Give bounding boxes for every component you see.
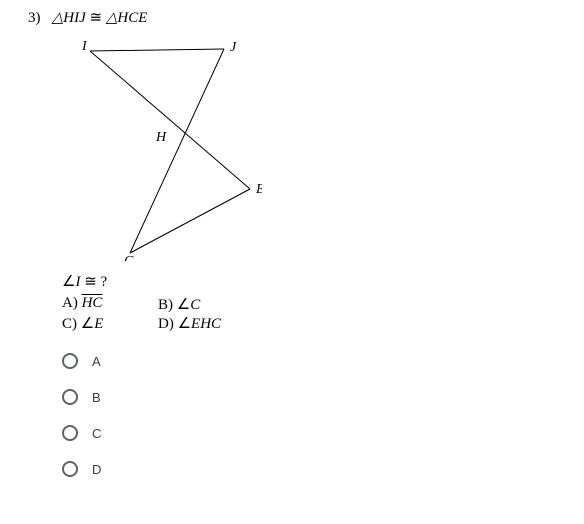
vertex-label-E: E	[255, 182, 262, 197]
radio-group: A B C D	[62, 353, 584, 477]
radio-circle-icon	[62, 425, 78, 441]
prompt-rest: ≅ ?	[80, 274, 107, 290]
diagram-line	[130, 189, 250, 253]
vertex-label-I: I	[81, 39, 88, 54]
tri-sym1: △	[52, 10, 64, 26]
choice-D-label: D)	[158, 316, 174, 332]
choice-D-val: EHC	[191, 316, 221, 332]
vertex-label-C: C	[124, 254, 134, 261]
radio-circle-icon	[62, 461, 78, 477]
question-header: 3) △HIJ ≅ △HCE	[28, 8, 584, 27]
choice-B-val: C	[190, 297, 200, 313]
diagram-line	[130, 49, 224, 253]
choice-C-label: C)	[62, 316, 77, 332]
radio-label: A	[92, 354, 101, 369]
answer-row-1: A) HC B) ∠C	[62, 295, 584, 314]
diagram-svg: I J H E C	[62, 31, 262, 261]
prompt-angle: ∠	[62, 274, 75, 290]
radio-option-B[interactable]: B	[62, 389, 584, 405]
choice-A: A) HC	[62, 295, 158, 314]
choice-B: B) ∠C	[158, 295, 200, 314]
prompt: ∠I ≅ ?	[62, 272, 584, 291]
radio-circle-icon	[62, 353, 78, 369]
vertex-label-H: H	[155, 130, 167, 145]
answer-row-2: C) ∠E D) ∠EHC	[62, 314, 584, 333]
radio-label: B	[92, 390, 101, 405]
diagram-line	[90, 51, 250, 189]
choice-A-seg: HC	[82, 295, 103, 311]
radio-label: D	[92, 462, 101, 477]
diagram-line	[90, 49, 224, 51]
choice-B-angle: ∠	[177, 297, 190, 313]
radio-option-A[interactable]: A	[62, 353, 584, 369]
radio-circle-icon	[62, 389, 78, 405]
choice-D: D) ∠EHC	[158, 314, 221, 333]
radio-option-C[interactable]: C	[62, 425, 584, 441]
choice-C: C) ∠E	[62, 314, 158, 333]
choice-C-val: E	[94, 316, 103, 332]
diagram: I J H E C	[62, 31, 584, 266]
question-number: 3)	[28, 10, 41, 26]
vertex-label-J: J	[230, 40, 237, 55]
cong: ≅	[86, 10, 106, 26]
choice-A-label: A)	[62, 295, 78, 311]
choice-B-label: B)	[158, 297, 173, 313]
radio-label: C	[92, 426, 101, 441]
tri1: HIJ	[63, 10, 86, 26]
radio-option-D[interactable]: D	[62, 461, 584, 477]
tri2: △HCE	[106, 10, 148, 26]
choice-C-angle: ∠	[81, 316, 94, 332]
choice-D-angle: ∠	[178, 316, 191, 332]
